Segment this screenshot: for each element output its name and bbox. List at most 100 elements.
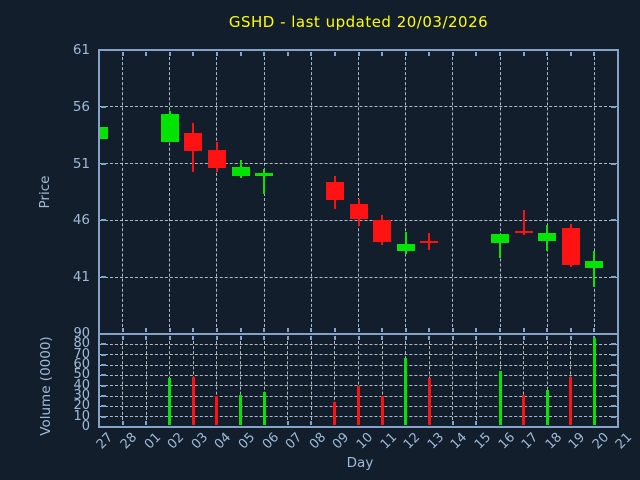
candle-body: [349, 204, 368, 220]
x-tick-mark: [428, 52, 431, 56]
x-tick-mark: [404, 328, 407, 332]
candle-body: [491, 234, 510, 244]
volume-gridline-v: [287, 336, 289, 425]
volume-gridline-v: [546, 336, 548, 425]
x-tick-mark: [381, 328, 384, 332]
volume-y-tick-mark: [101, 384, 106, 387]
x-tick-mark: [381, 336, 384, 340]
volume-tick-label: 40: [73, 377, 90, 393]
candle-body: [255, 172, 274, 177]
volume-y-tick-mark: [611, 374, 616, 377]
day-tick-label: 16: [495, 430, 518, 453]
volume-bar: [592, 338, 596, 425]
volume-gridline-v: [122, 336, 124, 425]
price-gridline-v: [169, 52, 171, 332]
volume-gridline-v: [381, 336, 383, 425]
x-tick-mark: [404, 336, 407, 340]
volume-bar: [262, 391, 266, 425]
x-tick-mark: [499, 328, 502, 332]
day-tick-label: 21: [613, 430, 636, 453]
volume-y-tick-mark: [611, 353, 616, 356]
x-tick-mark: [546, 52, 549, 56]
candle-body: [325, 181, 344, 200]
day-tick-label: 11: [377, 430, 400, 453]
candle-wick: [404, 231, 407, 255]
x-tick-mark: [357, 52, 360, 56]
volume-tick-label: 80: [73, 336, 90, 352]
volume-y-tick-mark: [611, 405, 616, 408]
x-tick-mark: [192, 52, 195, 56]
candle-wick: [499, 234, 502, 258]
x-tick-mark: [428, 336, 431, 340]
x-tick-mark: [593, 328, 596, 332]
price-y-tick-mark: [101, 219, 106, 222]
x-tick-mark: [263, 328, 266, 332]
price-tick-label: 41: [72, 269, 90, 286]
volume-bar: [191, 377, 195, 425]
x-tick-mark: [475, 421, 478, 425]
volume-gridline-v: [523, 336, 525, 425]
x-tick-mark: [569, 336, 572, 340]
x-tick-mark: [310, 328, 313, 332]
x-tick-mark: [310, 421, 313, 425]
x-tick-mark: [145, 336, 148, 340]
volume-y-tick-mark: [611, 415, 616, 418]
x-tick-mark: [333, 52, 336, 56]
price-tick-label: 56: [72, 98, 90, 115]
volume-tick-label: 50: [73, 367, 90, 383]
x-tick-mark: [286, 421, 289, 425]
x-tick-mark: [569, 328, 572, 332]
x-tick-mark: [168, 328, 171, 332]
x-tick-mark: [145, 421, 148, 425]
price-gridline-v: [310, 52, 312, 332]
day-tick-label: 09: [330, 430, 353, 453]
candle-body: [184, 132, 203, 152]
volume-y-tick-mark: [611, 364, 616, 366]
price-gridline-v: [405, 52, 407, 332]
x-tick-mark: [333, 328, 336, 332]
price-y-tick-mark: [101, 105, 106, 108]
volume-y-tick-mark: [611, 384, 616, 387]
x-tick-mark: [286, 328, 289, 332]
day-tick-label: 05: [235, 430, 259, 453]
price-tick-label: 61: [72, 42, 90, 58]
volume-bar: [404, 357, 408, 425]
price-gridline-v: [452, 52, 454, 332]
volume-y-tick-mark: [101, 405, 106, 408]
x-tick-mark: [145, 328, 148, 332]
volume-bar: [215, 396, 219, 425]
volume-tick-label: 30: [73, 388, 90, 403]
x-tick-mark: [121, 328, 124, 332]
volume-y-tick-mark: [101, 374, 106, 377]
volume-bar: [498, 371, 502, 425]
price-y-tick-mark: [101, 162, 106, 165]
candle-wick: [263, 169, 266, 195]
x-tick-mark: [428, 328, 431, 332]
x-tick-mark: [239, 52, 242, 56]
day-tick-label: 10: [353, 430, 377, 453]
price-gridline-v: [593, 52, 595, 332]
x-tick-mark: [546, 328, 549, 332]
x-tick-mark: [145, 52, 148, 56]
x-tick-mark: [357, 336, 360, 340]
volume-gridline-v: [240, 336, 242, 425]
volume-gridline-v: [216, 336, 218, 425]
volume-bar: [239, 394, 243, 425]
day-tick-label: 19: [566, 430, 589, 453]
day-tick-label: 03: [188, 430, 211, 453]
x-tick-mark: [546, 336, 549, 340]
x-tick-mark: [121, 421, 124, 425]
x-tick-mark: [192, 328, 195, 332]
candle-body: [99, 127, 108, 139]
day-tick-label: 06: [259, 430, 282, 453]
volume-bar: [333, 402, 337, 425]
day-tick-label: 28: [117, 430, 141, 453]
day-tick-label: 01: [141, 430, 164, 453]
x-tick-mark: [192, 336, 195, 340]
x-tick-mark: [522, 52, 525, 56]
x-tick-mark: [499, 52, 502, 56]
day-tick-label: 20: [589, 430, 613, 453]
